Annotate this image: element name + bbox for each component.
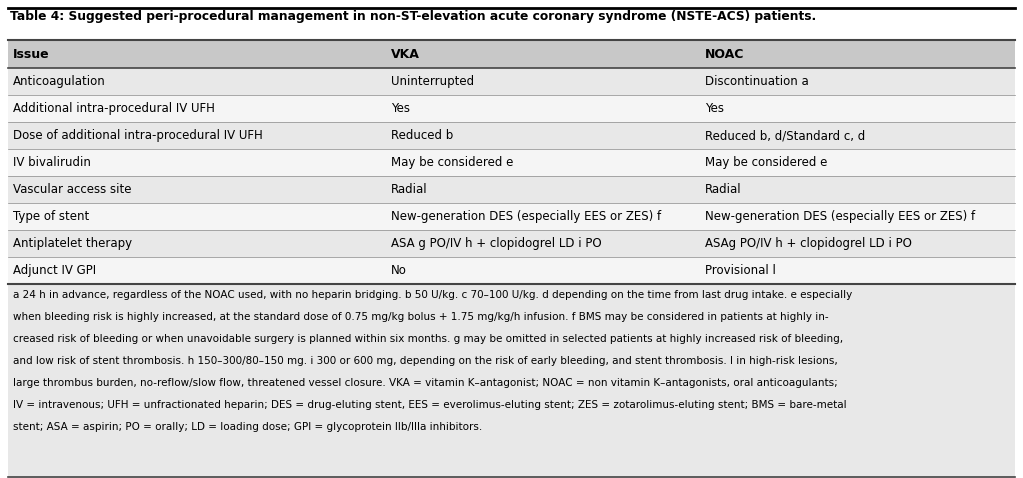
- Bar: [8, 230, 1015, 257]
- Text: ASA g PO/IV h + clopidogrel LD i PO: ASA g PO/IV h + clopidogrel LD i PO: [391, 237, 602, 250]
- Text: Vascular access site: Vascular access site: [13, 183, 132, 196]
- Text: stent; ASA = aspirin; PO = orally; LD = loading dose; GPI = glycoprotein IIb/III: stent; ASA = aspirin; PO = orally; LD = …: [13, 422, 482, 432]
- Bar: [8, 176, 1015, 203]
- Text: New-generation DES (especially EES or ZES) f: New-generation DES (especially EES or ZE…: [391, 210, 661, 223]
- Text: Table 4: Suggested peri-procedural management in non-ST-elevation acute coronary: Table 4: Suggested peri-procedural manag…: [10, 10, 816, 23]
- Text: Adjunct IV GPI: Adjunct IV GPI: [13, 264, 96, 277]
- Text: New-generation DES (especially EES or ZES) f: New-generation DES (especially EES or ZE…: [705, 210, 975, 223]
- Bar: [8, 257, 1015, 284]
- Text: No: No: [391, 264, 406, 277]
- Bar: [8, 95, 1015, 122]
- Text: Issue: Issue: [13, 47, 50, 61]
- Text: and low risk of stent thrombosis. h 150–300/80–150 mg. i 300 or 600 mg, dependin: and low risk of stent thrombosis. h 150–…: [13, 356, 838, 366]
- Text: creased risk of bleeding or when unavoidable surgery is planned within six month: creased risk of bleeding or when unavoid…: [13, 334, 843, 344]
- Text: Dose of additional intra-procedural IV UFH: Dose of additional intra-procedural IV U…: [13, 129, 263, 142]
- Text: Yes: Yes: [391, 102, 409, 115]
- Text: Type of stent: Type of stent: [13, 210, 89, 223]
- Text: Additional intra-procedural IV UFH: Additional intra-procedural IV UFH: [13, 102, 215, 115]
- Text: Provisional l: Provisional l: [705, 264, 775, 277]
- Bar: [8, 68, 1015, 95]
- Bar: [8, 284, 1015, 478]
- Bar: [8, 40, 1015, 68]
- Text: Anticoagulation: Anticoagulation: [13, 75, 105, 88]
- Bar: [8, 203, 1015, 230]
- Text: May be considered e: May be considered e: [391, 156, 513, 169]
- Text: Antiplatelet therapy: Antiplatelet therapy: [13, 237, 132, 250]
- Text: large thrombus burden, no-reflow/slow flow, threatened vessel closure. VKA = vit: large thrombus burden, no-reflow/slow fl…: [13, 378, 838, 388]
- Text: when bleeding risk is highly increased, at the standard dose of 0.75 mg/kg bolus: when bleeding risk is highly increased, …: [13, 312, 829, 322]
- Text: Yes: Yes: [705, 102, 724, 115]
- Bar: [8, 122, 1015, 149]
- Text: Reduced b, d/Standard c, d: Reduced b, d/Standard c, d: [705, 129, 865, 142]
- Text: ASAg PO/IV h + clopidogrel LD i PO: ASAg PO/IV h + clopidogrel LD i PO: [705, 237, 911, 250]
- Bar: [8, 149, 1015, 176]
- Text: Discontinuation a: Discontinuation a: [705, 75, 808, 88]
- Text: IV bivalirudin: IV bivalirudin: [13, 156, 91, 169]
- Text: May be considered e: May be considered e: [705, 156, 828, 169]
- Text: Radial: Radial: [705, 183, 742, 196]
- Text: a 24 h in advance, regardless of the NOAC used, with no heparin bridging. b 50 U: a 24 h in advance, regardless of the NOA…: [13, 290, 852, 300]
- Text: Uninterrupted: Uninterrupted: [391, 75, 474, 88]
- Text: Reduced b: Reduced b: [391, 129, 453, 142]
- Text: NOAC: NOAC: [705, 47, 744, 61]
- Text: VKA: VKA: [391, 47, 419, 61]
- Text: Radial: Radial: [391, 183, 428, 196]
- Text: IV = intravenous; UFH = unfractionated heparin; DES = drug-eluting stent, EES = : IV = intravenous; UFH = unfractionated h…: [13, 400, 847, 410]
